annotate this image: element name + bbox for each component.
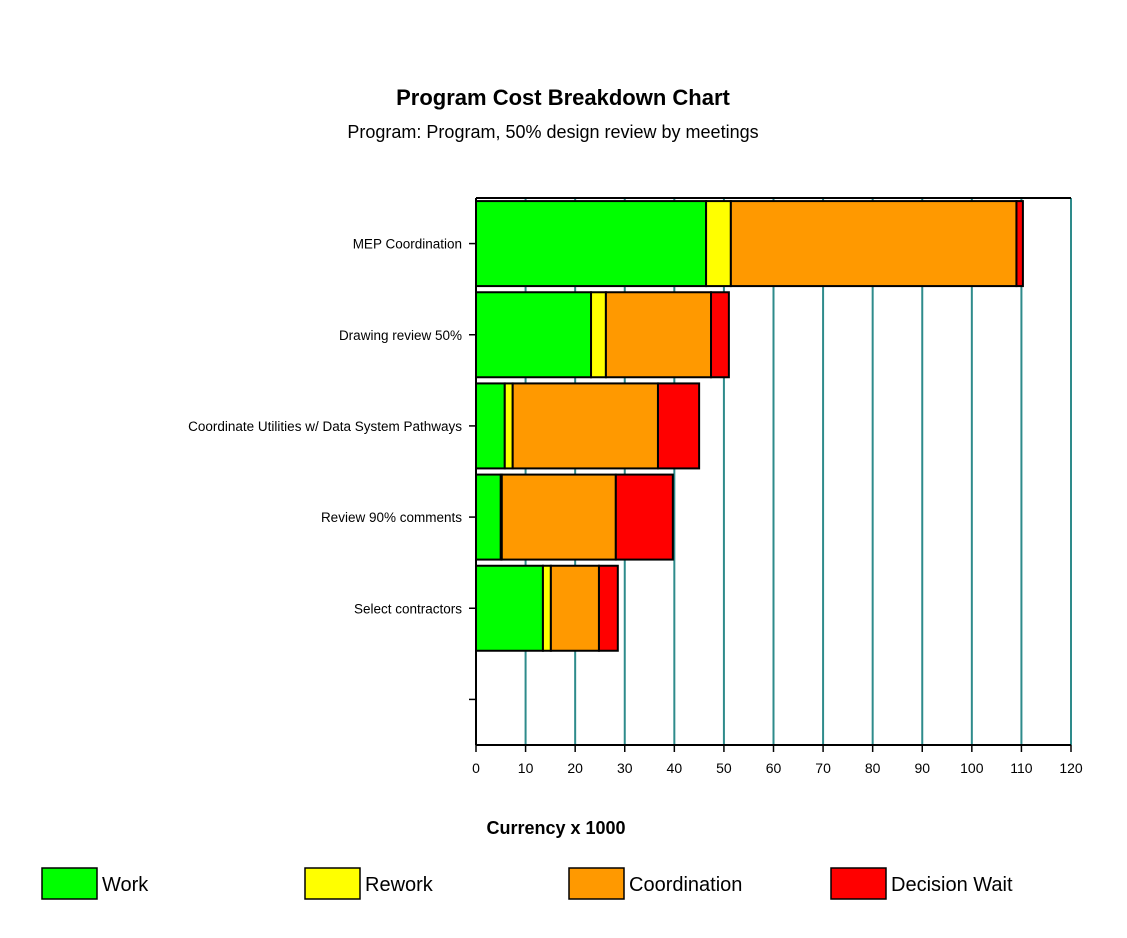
y-tick-label: Drawing review 50% <box>339 328 462 343</box>
legend-swatch <box>304 867 361 900</box>
legend-swatch <box>568 867 625 900</box>
bar-segment-decision-wait <box>614 473 674 561</box>
x-tick-label: 10 <box>518 760 534 776</box>
bars <box>475 200 1024 652</box>
x-tick-label: 110 <box>1010 760 1033 776</box>
legend-label: Decision Wait <box>891 874 1013 896</box>
x-tick-label: 120 <box>1059 760 1083 776</box>
y-tick-label: MEP Coordination <box>353 237 462 252</box>
x-tick-label: 40 <box>667 760 683 776</box>
axes: 0 10 20 30 40 50 60 70 80 90 100 110 120 MEP Coordina… <box>188 197 1083 776</box>
bar-segment-coordination <box>729 200 1018 288</box>
x-tick-label: 20 <box>567 760 583 776</box>
legend-label: Rework <box>365 874 434 896</box>
bar-segment-coordination <box>511 382 659 470</box>
bar-segment-coordination <box>549 564 600 652</box>
x-tick-label: 30 <box>617 760 633 776</box>
legend: Work Rework Coordination Decision Wait <box>41 867 1013 900</box>
legend-label: Coordination <box>629 874 742 896</box>
x-tick-label: 80 <box>865 760 881 776</box>
bar-segment-decision-wait <box>656 382 701 470</box>
bar-segment-coordination <box>500 473 617 561</box>
bar-segment-coordination <box>604 291 713 379</box>
x-tick-label: 0 <box>472 760 480 776</box>
x-tick-label: 70 <box>815 760 831 776</box>
grid-lines <box>524 198 1072 745</box>
legend-swatch <box>41 867 98 900</box>
bar-segment-rework <box>503 382 514 470</box>
bar-segment-rework <box>705 200 732 288</box>
x-tick-label: 50 <box>716 760 732 776</box>
bar-segment-work <box>475 200 708 288</box>
x-tick-label: 100 <box>960 760 984 776</box>
bar-segment-decision-wait <box>710 291 730 379</box>
bar-segment-work <box>475 473 502 561</box>
x-tick-label: 90 <box>914 760 930 776</box>
legend-swatch <box>830 867 887 900</box>
bar-segment-work <box>475 291 593 379</box>
bar-segment-work <box>475 564 544 652</box>
chart-subtitle: Program: Program, 50% design review by m… <box>347 122 758 142</box>
bar-segment-rework <box>541 564 552 652</box>
bar-segment-work <box>475 382 506 470</box>
y-tick-label: Review 90% comments <box>321 510 462 525</box>
bar-segment-decision-wait <box>1015 200 1024 288</box>
bar-segment-rework <box>590 291 607 379</box>
x-tick-label: 60 <box>766 760 782 776</box>
x-axis-label: Currency x 1000 <box>486 818 625 838</box>
legend-label: Work <box>102 874 149 896</box>
y-tick-label: Coordinate Utilities w/ Data System Path… <box>188 419 462 434</box>
chart-title: Program Cost Breakdown Chart <box>396 85 730 110</box>
y-tick-label: Select contractors <box>354 601 462 616</box>
bar-segment-decision-wait <box>597 564 619 652</box>
